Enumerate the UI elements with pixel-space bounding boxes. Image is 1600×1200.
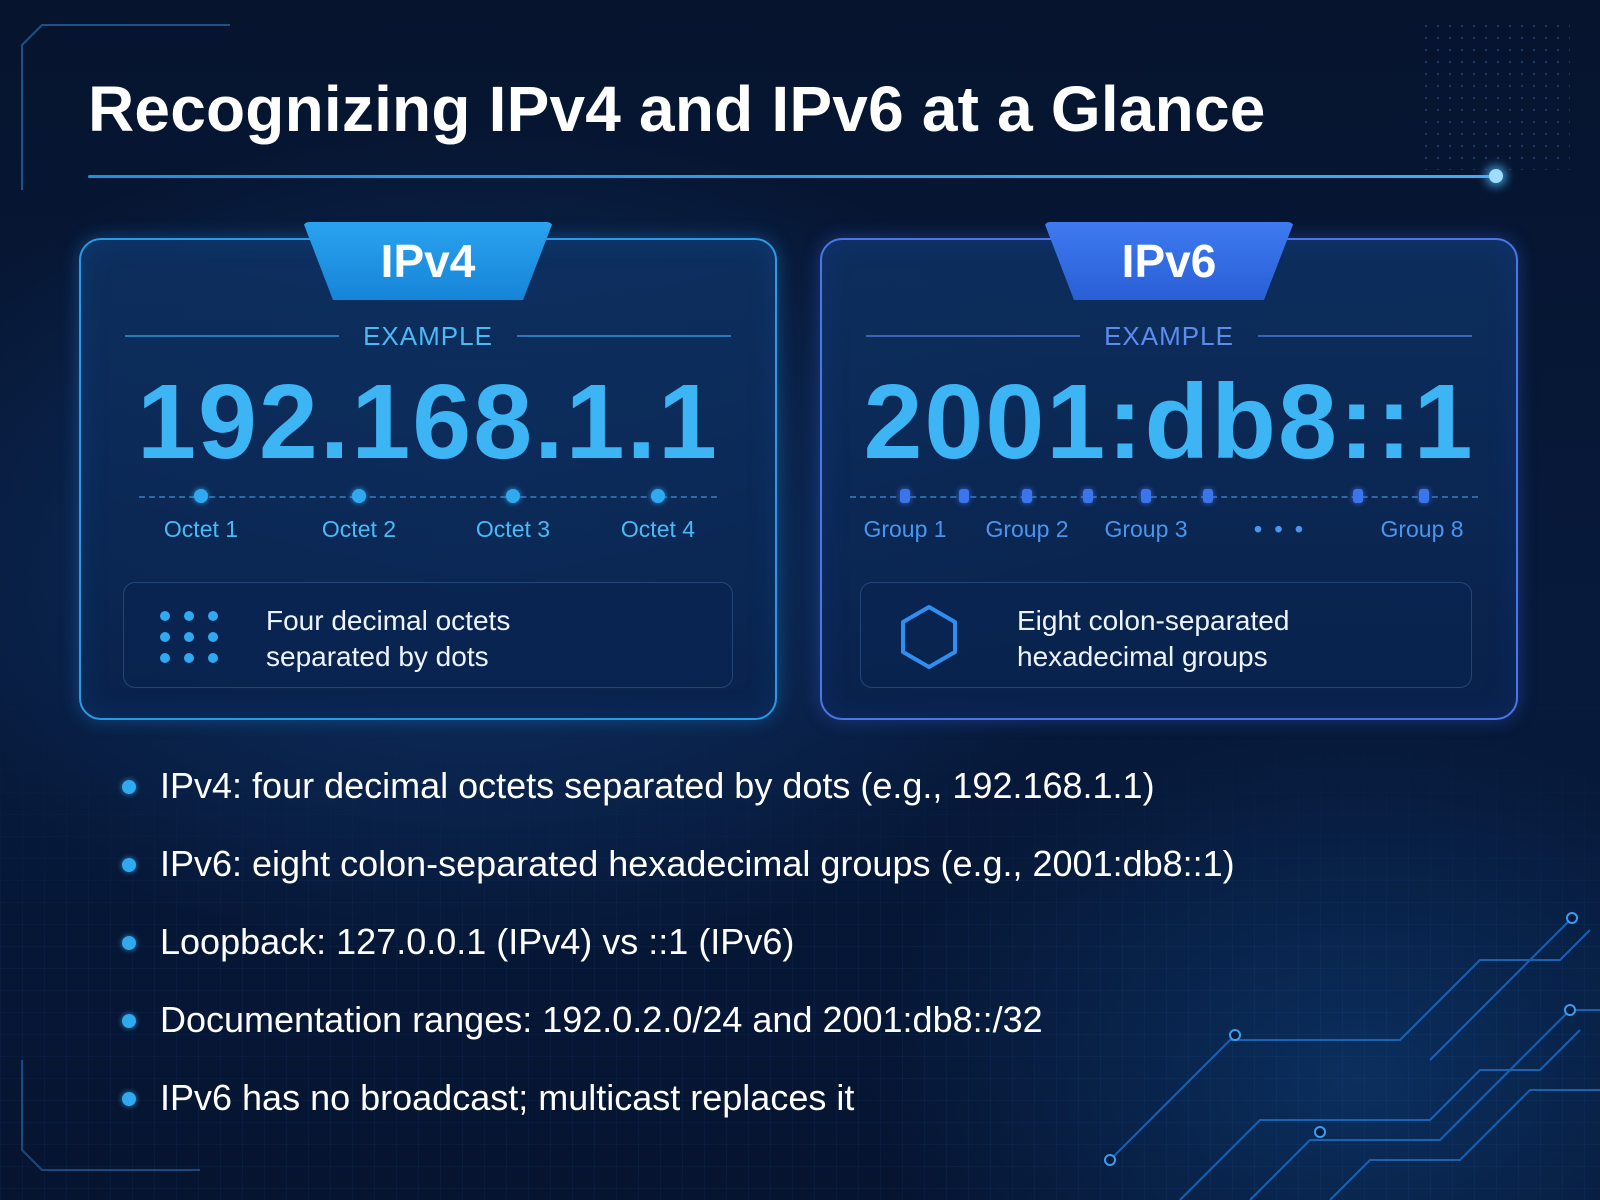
bullet-icon — [122, 858, 136, 872]
ipv6-group-label: Group 3 — [1104, 516, 1188, 542]
bullet-icon — [122, 1092, 136, 1106]
bullet-icon — [122, 936, 136, 950]
list-item-text: IPv6: eight colon-separated hexadecimal … — [160, 843, 1235, 884]
ipv6-group-ellipsis: • • • — [1254, 516, 1306, 542]
ipv6-group-label: Group 1 — [863, 516, 947, 542]
example-divider-left — [125, 335, 340, 337]
ipv4-description-box: Four decimal octets separated by dots — [123, 582, 733, 688]
list-item: Loopback: 127.0.0.1 (IPv4) vs ::1 (IPv6) — [122, 922, 1235, 1000]
example-divider-right — [516, 335, 732, 337]
list-item-text: IPv4: four decimal octets separated by d… — [160, 765, 1155, 806]
example-divider-right — [1257, 335, 1473, 337]
ipv6-group-marker — [1353, 489, 1363, 503]
ipv6-group-marker — [1083, 489, 1093, 503]
page-title: Recognizing IPv4 and IPv6 at a Glance — [88, 73, 1266, 145]
ipv6-description: Eight colon-separated hexadecimal groups — [1017, 603, 1437, 675]
ipv6-group-label: Group 8 — [1380, 516, 1464, 542]
ipv6-description-line: hexadecimal groups — [1017, 641, 1268, 672]
ipv6-example-header: EXAMPLE — [866, 320, 1473, 352]
list-item: IPv4: four decimal octets separated by d… — [122, 766, 1235, 844]
ipv6-example-label: EXAMPLE — [1104, 320, 1234, 351]
ipv6-group-marker — [900, 489, 910, 503]
ipv4-example-address: 192.168.1.1 — [137, 363, 719, 481]
ipv6-group-label: Group 2 — [985, 516, 1069, 542]
background-dot-pattern — [1420, 20, 1570, 170]
hexagon-icon — [901, 605, 957, 669]
ipv4-example-header: EXAMPLE — [125, 320, 732, 352]
ipv6-description-line: Eight colon-separated — [1017, 605, 1290, 636]
key-points-list: IPv4: four decimal octets separated by d… — [122, 766, 1235, 1156]
list-item: Documentation ranges: 192.0.2.0/24 and 2… — [122, 1000, 1235, 1078]
ipv6-segment-line — [850, 496, 1478, 498]
ipv4-octet-label: Octet 4 — [620, 516, 696, 542]
title-divider-glow-dot — [1489, 169, 1503, 183]
ipv4-description-line: separated by dots — [266, 641, 489, 672]
ipv6-group-marker — [1022, 489, 1032, 503]
ipv4-octet-label: Octet 2 — [321, 516, 397, 542]
ipv6-group-marker — [959, 489, 969, 503]
example-divider-left — [866, 335, 1081, 337]
ipv4-octet-marker — [194, 489, 208, 503]
ipv4-octet-label: Octet 1 — [163, 516, 239, 542]
ipv4-example-label: EXAMPLE — [363, 320, 493, 351]
bullet-icon — [122, 1014, 136, 1028]
circuit-lines-decoration — [1104, 912, 1600, 1200]
title-divider — [88, 175, 1496, 178]
bullet-icon — [122, 780, 136, 794]
ipv4-card: IPv4 EXAMPLE 192.168.1.1 Octet 1 Octet 2… — [79, 222, 777, 720]
list-item: IPv6: eight colon-separated hexadecimal … — [122, 844, 1235, 922]
ipv4-octet-marker — [651, 489, 665, 503]
list-item-text: IPv6 has no broadcast; multicast replace… — [160, 1077, 855, 1118]
ipv4-description-line: Four decimal octets — [266, 605, 511, 636]
ipv4-octet-marker — [352, 489, 366, 503]
ipv6-group-marker — [1141, 489, 1151, 503]
ipv6-group-marker — [1419, 489, 1429, 503]
ipv6-card: IPv6 EXAMPLE 2001:db8::1 Group 1 Group 2… — [820, 222, 1518, 720]
dot-grid-icon — [160, 611, 220, 663]
ipv4-segment-line — [139, 496, 717, 498]
ipv6-card-tab: IPv6 — [1044, 222, 1294, 300]
ipv4-octet-marker — [506, 489, 520, 503]
ipv4-card-tab: IPv4 — [303, 222, 553, 300]
ipv4-octet-label: Octet 3 — [475, 516, 551, 542]
list-item-text: Loopback: 127.0.0.1 (IPv4) vs ::1 (IPv6) — [160, 921, 795, 962]
list-item-text: Documentation ranges: 192.0.2.0/24 and 2… — [160, 999, 1043, 1040]
ipv4-description: Four decimal octets separated by dots — [266, 603, 686, 675]
list-item: IPv6 has no broadcast; multicast replace… — [122, 1078, 1235, 1156]
ipv6-description-box: Eight colon-separated hexadecimal groups — [860, 582, 1472, 688]
ipv6-group-marker — [1203, 489, 1213, 503]
ipv6-example-address: 2001:db8::1 — [863, 363, 1475, 481]
